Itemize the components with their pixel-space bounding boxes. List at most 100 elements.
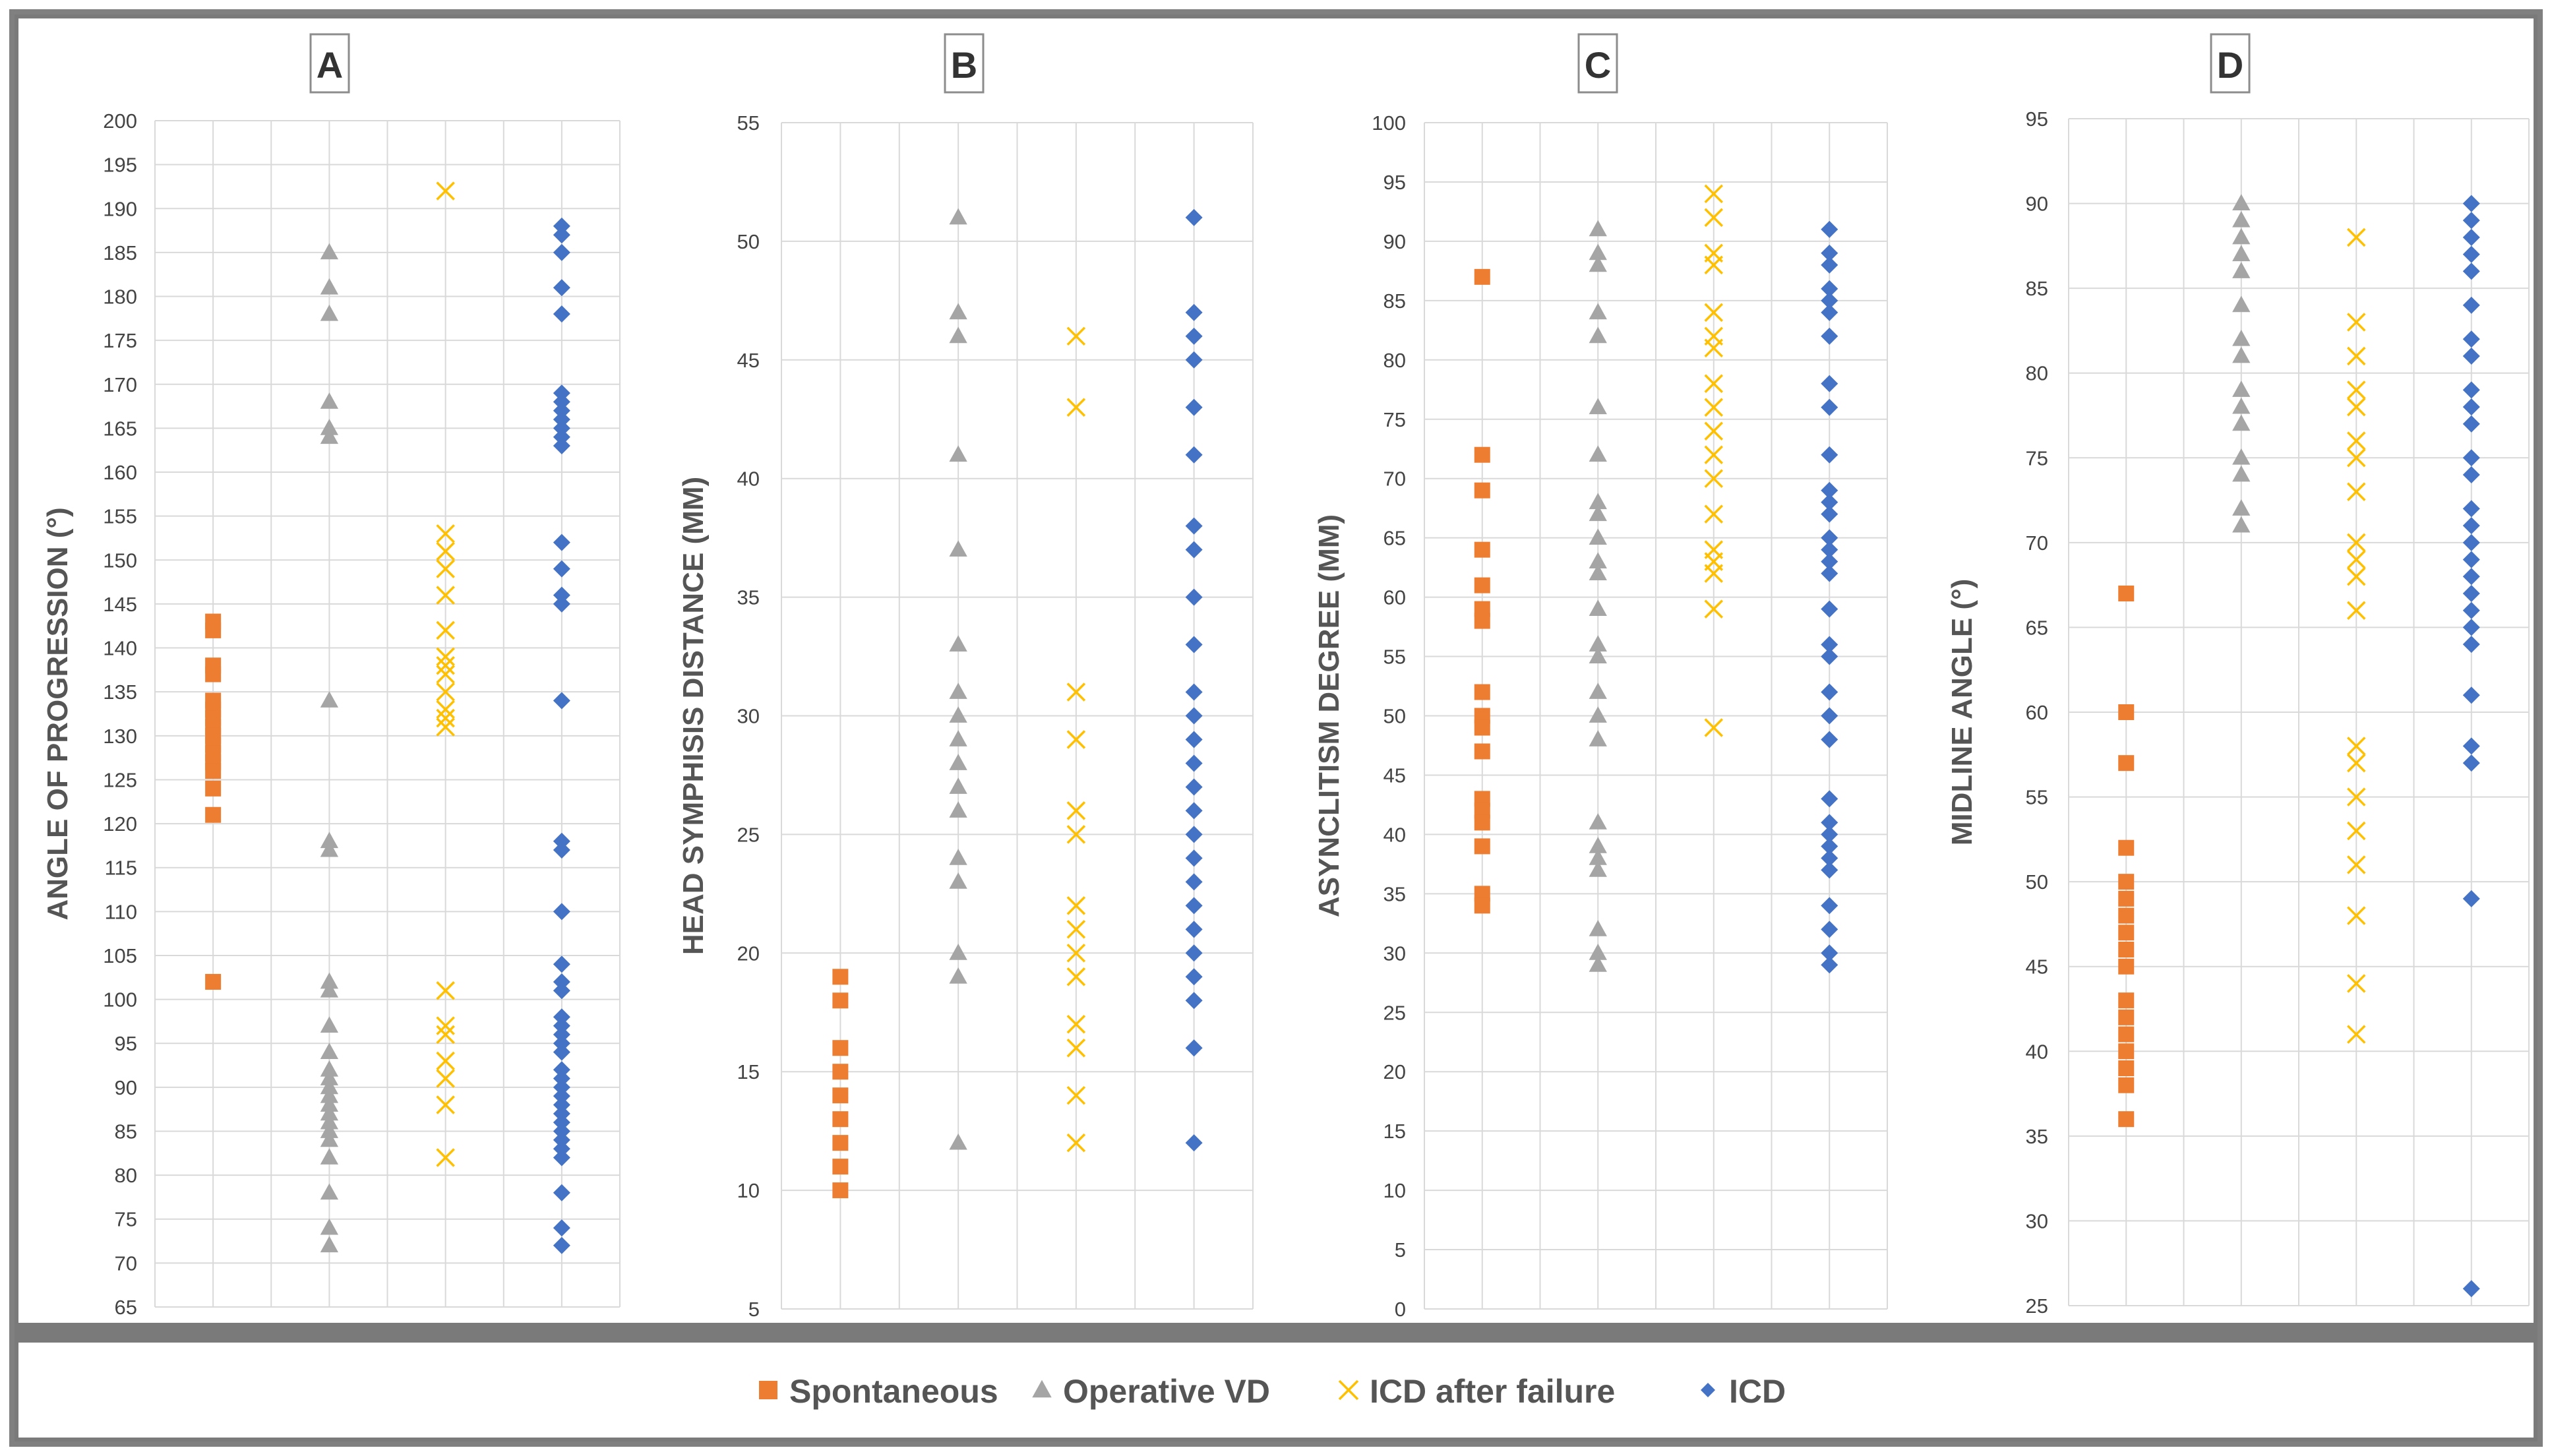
data-point-triangle [949, 730, 967, 746]
data-point-diamond [553, 1008, 570, 1026]
data-point-diamond [553, 402, 570, 419]
data-point-diamond [553, 1236, 570, 1254]
data-point-x [1704, 374, 1723, 394]
data-point-diamond [1821, 481, 1838, 499]
data-point-x [436, 665, 455, 684]
legend: Spontaneous Operative VD ICD after failure… [759, 1373, 1786, 1410]
data-point-diamond [1185, 826, 1203, 843]
data-point-diamond [1185, 707, 1203, 725]
data-point-triangle [1589, 837, 1607, 853]
y-tick-label: 70 [115, 1252, 137, 1275]
data-point-diamond [553, 437, 570, 455]
data-point-square [832, 1040, 849, 1056]
legend-label: Spontaneous [789, 1373, 998, 1410]
y-tick-label: 120 [103, 812, 137, 835]
data-point-square [2118, 1043, 2135, 1060]
y-tick-label: 35 [737, 586, 760, 609]
y-tick-label: 75 [1383, 408, 1406, 431]
y-tick-label: 90 [1383, 230, 1406, 253]
y-tick-label: 15 [737, 1060, 760, 1083]
data-point-diamond [553, 279, 570, 297]
data-point-x [1066, 967, 1086, 986]
data-point-x [1066, 801, 1086, 820]
y-tick-label: 45 [1383, 764, 1406, 787]
data-point-x [1704, 564, 1723, 583]
data-point-triangle [1589, 564, 1607, 581]
data-point-triangle [2232, 194, 2251, 210]
data-point-diamond [1821, 790, 1838, 808]
data-point-diamond [1821, 956, 1838, 974]
data-point-diamond [2462, 686, 2480, 704]
data-point-triangle [2232, 295, 2251, 313]
y-tick-label: 195 [103, 154, 137, 177]
data-point-diamond [1185, 754, 1203, 772]
y-tick-label: 165 [103, 417, 137, 440]
y-tick-label: 80 [2026, 362, 2048, 385]
y-tick-label: 95 [2026, 107, 2048, 131]
data-point-diamond [1185, 1039, 1203, 1057]
data-point-triangle [2232, 516, 2251, 533]
y-tick-label: 110 [105, 900, 137, 923]
data-point-x [2347, 1025, 2366, 1044]
data-point-x [1066, 326, 1086, 346]
data-point-x [436, 655, 455, 675]
data-point-triangle [949, 872, 967, 889]
data-point-triangle [1589, 635, 1607, 652]
data-point-triangle [1589, 920, 1607, 936]
data-point-x [1066, 682, 1086, 702]
data-point-square [2118, 1009, 2135, 1025]
data-point-triangle [320, 981, 339, 998]
data-point-diamond [1821, 398, 1838, 416]
data-point-triangle [949, 777, 967, 794]
data-point-diamond [553, 1149, 570, 1167]
data-point-diamond [1821, 814, 1838, 832]
data-point-x [436, 541, 455, 561]
y-tick-label: 65 [115, 1296, 137, 1319]
legend-marker-diamond [1701, 1383, 1715, 1397]
data-point-triangle [1589, 326, 1607, 344]
data-point-diamond [2462, 330, 2480, 348]
data-point-triangle [320, 1060, 339, 1077]
data-point-x [436, 700, 455, 719]
data-point-square [832, 1135, 849, 1151]
data-point-diamond [2462, 533, 2480, 551]
y-tick-label: 30 [1383, 942, 1406, 965]
data-point-diamond [2462, 551, 2480, 568]
y-tick-label: 200 [103, 109, 137, 133]
data-point-x [2347, 855, 2366, 874]
y-tick-label: 45 [2026, 956, 2048, 979]
legend-marker-triangle [1032, 1380, 1052, 1398]
data-point-diamond [553, 1140, 570, 1158]
data-point-diamond [553, 586, 570, 604]
data-point-diamond [1185, 778, 1203, 796]
data-point-square [1474, 897, 1490, 914]
data-point-diamond [2462, 585, 2480, 602]
y-tick-label: 160 [103, 461, 137, 484]
data-point-diamond [1185, 802, 1203, 820]
data-point-diamond [1185, 968, 1203, 986]
data-point-diamond [553, 419, 570, 437]
y-tick-label: 55 [737, 111, 760, 135]
data-point-diamond [2462, 466, 2480, 483]
data-point-x [2347, 601, 2366, 620]
y-tick-label: 50 [2026, 870, 2048, 894]
data-point-diamond [2462, 890, 2480, 907]
data-point-x [436, 1095, 455, 1114]
data-point-diamond [1821, 220, 1838, 238]
legend-divider [15, 1327, 2537, 1339]
data-point-square [832, 969, 849, 985]
data-point-square [2118, 874, 2135, 890]
data-point-triangle [1589, 706, 1607, 723]
data-point-square [2118, 704, 2135, 720]
data-point-diamond [1821, 375, 1838, 392]
data-point-triangle [949, 326, 967, 344]
data-point-triangle [2232, 448, 2251, 465]
data-point-square [2118, 839, 2135, 856]
data-point-diamond [2462, 754, 2480, 772]
data-point-diamond [553, 305, 570, 323]
data-point-triangle [320, 972, 339, 989]
y-tick-label: 20 [737, 942, 760, 965]
data-point-diamond [553, 1035, 570, 1052]
data-point-diamond [553, 560, 570, 578]
data-point-triangle [1589, 682, 1607, 699]
